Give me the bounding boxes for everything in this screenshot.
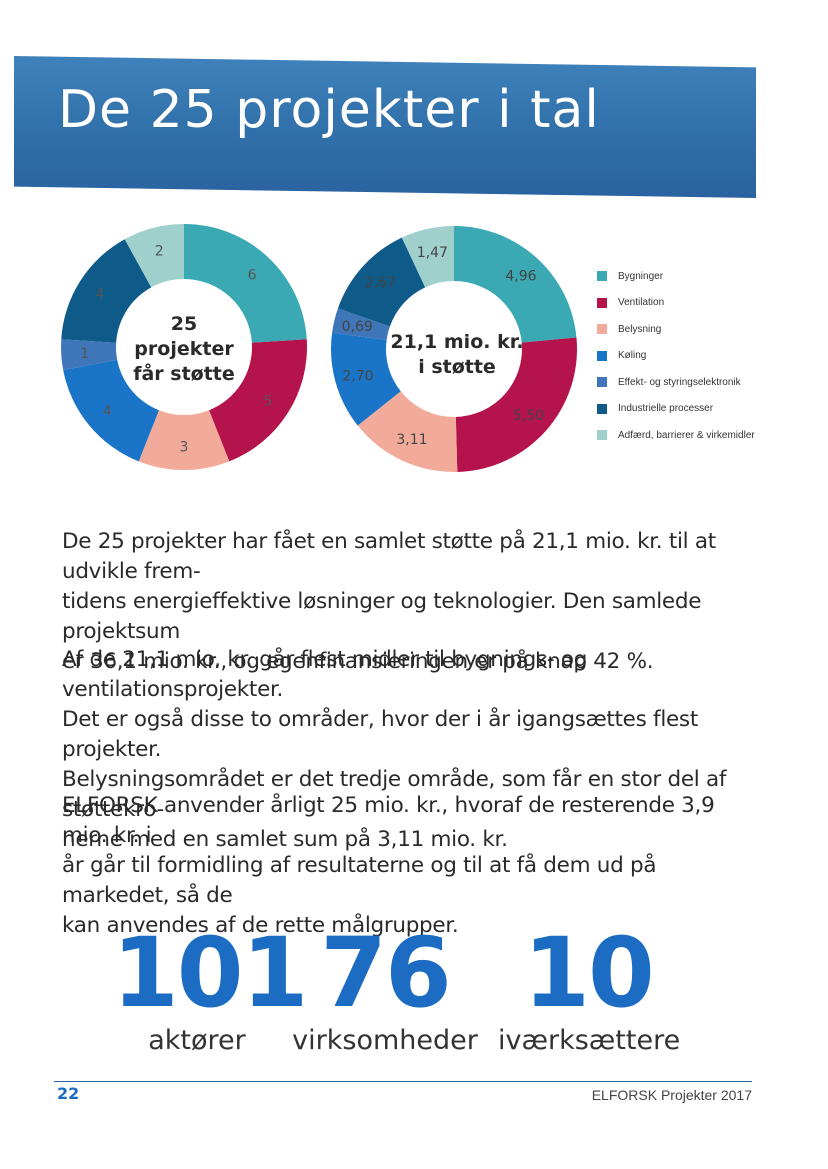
center-line: projekter bbox=[134, 338, 234, 360]
page-title: De 25 projekter i tal bbox=[58, 80, 600, 140]
slice-value-label: 5 bbox=[264, 393, 273, 409]
donut-slice-3 bbox=[138, 410, 230, 470]
donut-chart-funding: 4,96 5,50 3,11 2,70 0,69 2,67 1,47 bbox=[331, 226, 578, 472]
slice-value-label: 3,11 bbox=[396, 432, 427, 448]
slice-value-label: 1 bbox=[80, 346, 89, 362]
legend-label: Ventilation bbox=[618, 297, 665, 309]
legend-swatch bbox=[597, 350, 607, 361]
legend-item: Effekt- og styringselektronik bbox=[597, 369, 755, 396]
title-banner bbox=[14, 56, 756, 198]
legend-swatch bbox=[597, 430, 607, 441]
stat-value: 10 bbox=[523, 917, 655, 1029]
legend-item: Køling bbox=[597, 343, 755, 370]
center-line: 21,1 mio. kr. bbox=[390, 331, 524, 353]
legend-swatch bbox=[597, 403, 607, 414]
donut-slice-1 bbox=[454, 226, 577, 343]
legend-item: Industrielle processer bbox=[597, 396, 755, 423]
slice-value-label: 2 bbox=[155, 244, 164, 260]
slice-value-label: 4 bbox=[96, 287, 105, 303]
footer-title: ELFORSK Projekter 2017 bbox=[591, 1087, 752, 1103]
paragraph-elforsk: ELFORSK anvender årligt 25 mio. kr., hvo… bbox=[62, 791, 762, 941]
legend-label: Effekt- og styringselektronik bbox=[618, 376, 741, 388]
slice-value-label: 1,47 bbox=[417, 245, 448, 261]
slice-value-label: 6 bbox=[248, 267, 257, 283]
text-line: Af de 21,1 mio. kr. går flest midler til… bbox=[62, 647, 588, 702]
text-line: Belysningsområdet er det tredje område, … bbox=[62, 767, 727, 822]
legend-label: Belysning bbox=[618, 323, 662, 335]
center-line: i støtte bbox=[418, 356, 496, 378]
text-line: nerne med en samlet sum på 3,11 mio. kr. bbox=[62, 827, 508, 852]
chart-legend: Bygninger Ventilation Belysning Køling E… bbox=[597, 263, 755, 449]
legend-swatch bbox=[597, 297, 607, 308]
text-line: år går til formidling af resultaterne og… bbox=[62, 853, 657, 908]
legend-label: Køling bbox=[618, 350, 647, 362]
donut-slice-4 bbox=[63, 359, 159, 462]
text-line: ELFORSK anvender årligt 25 mio. kr., hvo… bbox=[62, 793, 715, 848]
text-line: De 25 projekter har fået en samlet støtt… bbox=[62, 529, 716, 584]
slice-value-label: 2,70 bbox=[343, 368, 374, 384]
donut-slice-3 bbox=[357, 391, 458, 472]
slice-value-label: 3 bbox=[180, 440, 189, 456]
legend-label: Bygninger bbox=[618, 270, 664, 282]
legend-item: Bygninger bbox=[597, 263, 755, 290]
legend-swatch bbox=[597, 271, 607, 282]
donut-slice-1 bbox=[184, 224, 307, 343]
legend-item: Belysning bbox=[597, 316, 755, 343]
donut-center-projects: 25 projekter får støtte bbox=[110, 312, 258, 387]
paragraph-funding: De 25 projekter har fået en samlet støtt… bbox=[62, 527, 762, 677]
legend-label: Adfærd, barrierer & virkemidler bbox=[618, 429, 755, 441]
text-line: er 36,1 mio. kr., og egenfinansieringen … bbox=[62, 649, 654, 674]
slice-value-label: 0,69 bbox=[342, 319, 373, 335]
donut-slice-5 bbox=[332, 308, 390, 341]
page-number: 22 bbox=[57, 1084, 80, 1103]
stat-label: iværksættere bbox=[498, 1025, 681, 1056]
donut-center-funding: 21,1 mio. kr. i støtte bbox=[382, 330, 532, 380]
legend-swatch bbox=[597, 377, 607, 388]
donut-slice-6 bbox=[61, 239, 152, 343]
slice-value-label: 4,96 bbox=[505, 268, 536, 284]
donut-slice-7 bbox=[124, 224, 184, 288]
stat-label: virksomheder bbox=[292, 1025, 478, 1056]
donut-slice-4 bbox=[331, 332, 401, 426]
paragraph-distribution: Af de 21,1 mio. kr. går flest midler til… bbox=[62, 645, 762, 855]
slice-value-label: 2,67 bbox=[365, 275, 396, 291]
donut-slice-2 bbox=[209, 339, 307, 462]
stat-value: 101 bbox=[112, 917, 308, 1029]
donut-slice-2 bbox=[455, 337, 578, 472]
slice-value-label: 5,50 bbox=[513, 408, 544, 424]
legend-label: Industrielle processer bbox=[618, 403, 714, 415]
center-line: får støtte bbox=[133, 363, 235, 385]
stat-actors: 101 aktører bbox=[112, 917, 308, 1056]
donut-slice-5 bbox=[61, 339, 118, 371]
stat-companies: 76 virksomheder bbox=[292, 925, 478, 1056]
slice-value-label: 4 bbox=[103, 403, 112, 419]
donut-slice-7 bbox=[401, 226, 454, 288]
legend-item: Adfærd, barrierer & virkemidler bbox=[597, 422, 755, 449]
text-line: kan anvendes af de rette målgrupper. bbox=[62, 913, 459, 938]
donut-slice-6 bbox=[337, 237, 426, 327]
stat-entrepreneurs: 10 iværksættere bbox=[498, 917, 681, 1056]
stat-value: 76 bbox=[320, 917, 452, 1029]
text-line: Det er også disse to områder, hvor der i… bbox=[62, 707, 698, 762]
legend-swatch bbox=[597, 324, 607, 335]
donut-charts: 6 5 3 4 1 4 2 4,96 5,50 3,11 2,70 0,69 2,67 1,47 bbox=[61, 224, 578, 472]
footer-divider bbox=[54, 1081, 752, 1082]
legend-item: Ventilation bbox=[597, 290, 755, 317]
stat-label: aktører bbox=[148, 1025, 246, 1056]
center-line: 25 bbox=[170, 313, 198, 335]
donut-chart-projects: 6 5 3 4 1 4 2 bbox=[61, 224, 307, 470]
text-line: tidens energieffektive løsninger og tekn… bbox=[62, 589, 702, 644]
